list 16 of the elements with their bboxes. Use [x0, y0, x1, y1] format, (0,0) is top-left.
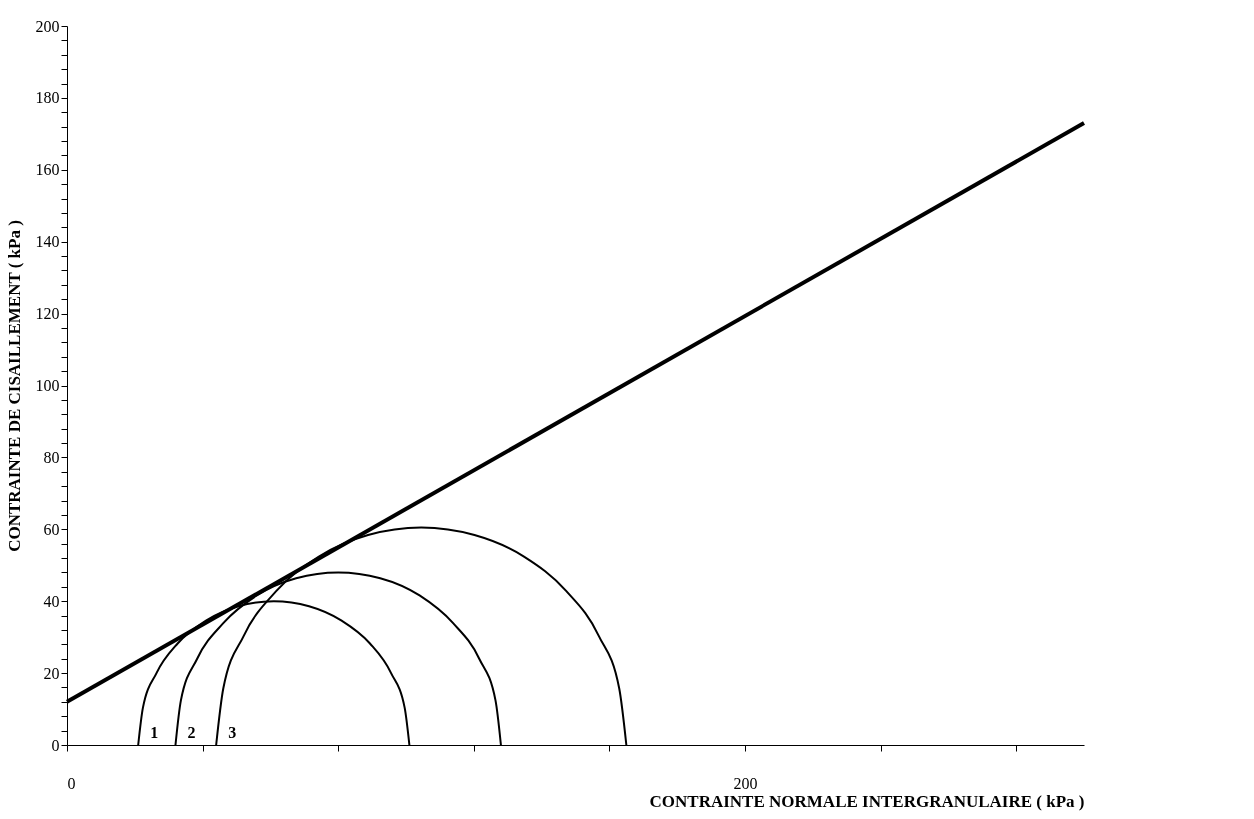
y-tick-label: 0: [51, 736, 60, 754]
y-tick-label: 160: [35, 161, 60, 179]
annotation: 1: [150, 724, 159, 741]
y-tick-label: 20: [43, 664, 60, 682]
y-tick-label: 200: [35, 17, 60, 35]
y-tick-label: 40: [43, 592, 60, 610]
annotation: 3: [228, 724, 237, 741]
y-tick-label: 60: [43, 520, 60, 538]
y-tick-label: 140: [35, 233, 60, 251]
y-tick-label: 120: [35, 305, 60, 323]
y-tick-label: 180: [35, 89, 60, 107]
annotation: 2: [187, 724, 196, 741]
y-axis-title: CONTRAINTE DE CISAILLEMENT ( kPa ): [4, 220, 24, 552]
y-tick-label: 100: [35, 377, 60, 394]
x-axis-title: CONTRAINTE NORMALE INTERGRANULAIRE ( kPa ): [649, 791, 1085, 811]
y-tick-label: 80: [43, 448, 60, 466]
